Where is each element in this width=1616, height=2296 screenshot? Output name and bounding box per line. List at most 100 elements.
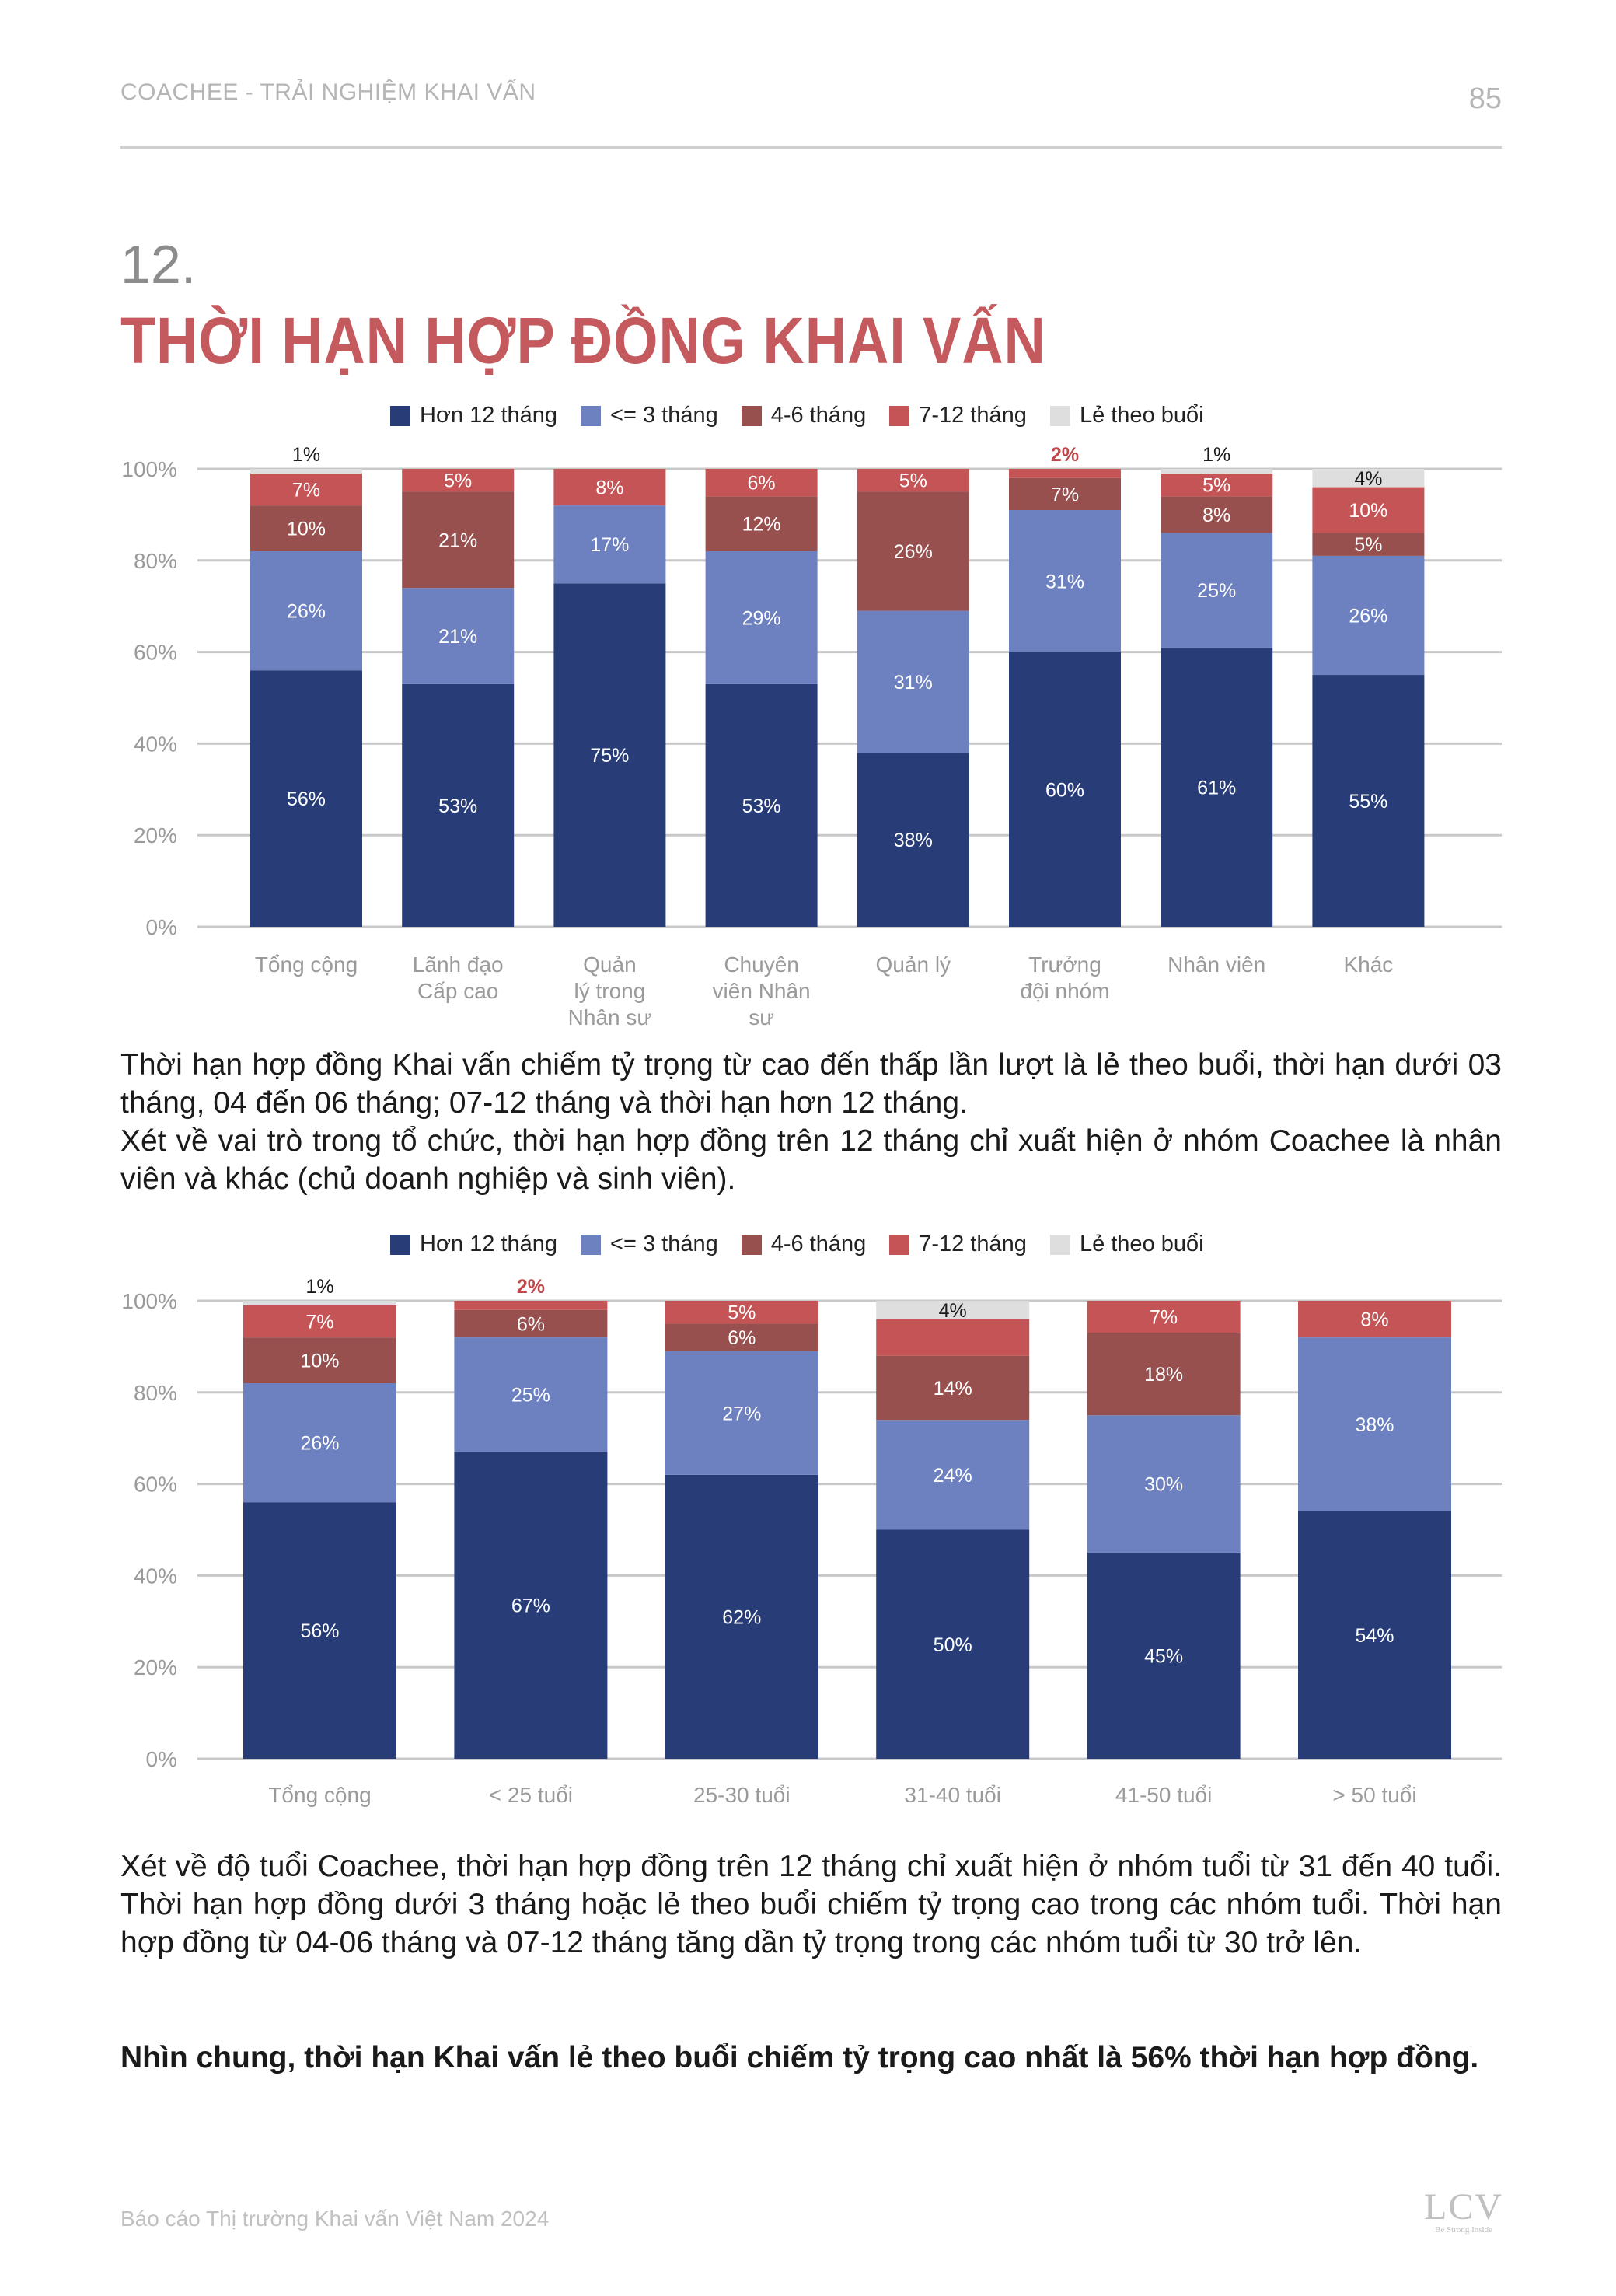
legend-swatch <box>1049 1234 1070 1255</box>
bar-segment-7-12-th-ng <box>250 473 362 506</box>
data-label: 50% <box>934 1634 972 1656</box>
data-label: 18% <box>1144 1364 1183 1386</box>
x-tick-label: đội nhóm <box>1020 979 1109 1003</box>
data-label: 27% <box>722 1403 761 1424</box>
page-number: 85 <box>1468 82 1502 115</box>
bar-segment-4-6-th-ng <box>1087 1333 1241 1416</box>
bar-segment-4-6-th-ng <box>402 491 515 589</box>
lcv-logo: LCV Be Strong Inside <box>1421 2189 1506 2235</box>
chart2-description: Xét về độ tuổi Coachee, thời hạn hợp đồn… <box>120 1847 1502 1962</box>
chart1-description-p1: Thời hạn hợp đồng Khai vấn chiếm tỷ trọn… <box>120 1048 1502 1120</box>
legend-label: 4-6 tháng <box>770 403 867 428</box>
data-label: 17% <box>590 534 629 556</box>
logo-tagline: Be Strong Inside <box>1435 2225 1492 2235</box>
data-label: 1% <box>1202 444 1230 466</box>
bar-segment-h-n-12-th-ng <box>1161 647 1273 927</box>
bar-segment-7-12-th-ng <box>1161 473 1273 497</box>
x-tick-label: Chuyên <box>724 952 799 977</box>
y-tick-label: 100% <box>121 457 177 481</box>
x-tick-label: 41-50 tuổi <box>1115 1783 1213 1807</box>
legend-label: <= 3 tháng <box>610 1232 718 1256</box>
data-label: 7% <box>1150 1307 1178 1329</box>
x-tick-label: sự <box>749 1005 774 1026</box>
data-label: 2% <box>517 1276 545 1298</box>
legend-item-l-theo-bu-i: Lẻ theo buổi <box>1049 403 1204 428</box>
x-tick-label: viên Nhân <box>713 979 811 1003</box>
data-label: 4% <box>1354 468 1382 490</box>
y-tick-label: 80% <box>134 549 177 573</box>
data-label: 12% <box>742 514 781 536</box>
y-tick-label: 0% <box>146 915 177 939</box>
bar-segment-h-n-12-th-ng <box>857 753 969 927</box>
bar-segment-3-th-ng <box>243 1383 396 1503</box>
legend-label: 7-12 tháng <box>919 403 1027 428</box>
legend-swatch <box>889 405 910 426</box>
section-number: 12. <box>120 234 197 295</box>
x-tick-label: < 25 tuổi <box>489 1783 573 1807</box>
bar-segment-3-th-ng <box>1298 1337 1451 1511</box>
bar-segment-3-th-ng <box>553 505 666 584</box>
y-tick-label: 60% <box>134 641 177 665</box>
bar-segment-h-n-12-th-ng <box>1087 1552 1241 1759</box>
legend-item-7-12-th-ng: 7-12 tháng <box>889 403 1027 428</box>
legend-item-l-theo-bu-i: Lẻ theo buổi <box>1049 1232 1204 1257</box>
bar-segment-7-12-th-ng <box>665 1301 818 1324</box>
conclusion: Nhìn chung, thời hạn Khai vấn lẻ theo bu… <box>120 2039 1502 2077</box>
data-label: 7% <box>305 1312 333 1333</box>
legend-label: Hơn 12 tháng <box>420 403 558 428</box>
data-label: 61% <box>1197 777 1236 799</box>
y-tick-label: 100% <box>121 1289 177 1313</box>
data-label: 26% <box>287 601 326 623</box>
section-title: THỜI HẠN HỢP ĐỒNG KHAI VẤN <box>120 304 1046 377</box>
bar-segment-7-12-th-ng <box>705 469 818 497</box>
data-label: 75% <box>590 745 629 767</box>
bar-segment-h-n-12-th-ng <box>1298 1511 1451 1759</box>
y-tick-label: 40% <box>134 1564 177 1588</box>
data-label: 6% <box>728 1327 756 1349</box>
x-tick-label: Nhân sự <box>568 1005 651 1026</box>
data-label: 6% <box>748 473 776 494</box>
bar-segment-7-12-th-ng <box>1298 1301 1451 1338</box>
bar-segment-4-6-th-ng <box>1009 477 1121 511</box>
legend-label: Lẻ theo buổi <box>1079 1232 1204 1256</box>
bar-segment-3-th-ng <box>705 551 818 684</box>
legend-item-3-th-ng: <= 3 tháng <box>581 1232 718 1257</box>
legend-label: <= 3 tháng <box>610 403 718 428</box>
bar-segment-3-th-ng <box>1161 533 1273 648</box>
chart1-legend: Hơn 12 tháng <= 3 tháng 4-6 tháng 7-12 thán… <box>390 403 1204 428</box>
data-label: 8% <box>1360 1309 1388 1331</box>
data-label: 60% <box>1045 779 1084 801</box>
bar-segment-7-12-th-ng <box>876 1319 1030 1356</box>
legend-item-4-6-th-ng: 4-6 tháng <box>741 403 867 428</box>
bar-segment-4-6-th-ng <box>1161 496 1273 533</box>
bar-segment-3-th-ng <box>250 551 362 671</box>
bar-segment-l-theo-bu-i <box>1161 469 1273 474</box>
data-label: 55% <box>1349 791 1387 813</box>
header-divider <box>120 146 1502 149</box>
bar-segment-h-n-12-th-ng <box>1312 675 1425 927</box>
data-label: 14% <box>934 1378 972 1400</box>
data-label: 53% <box>742 795 781 817</box>
data-label: 38% <box>1355 1414 1394 1436</box>
bar-segment-h-n-12-th-ng <box>553 583 666 927</box>
data-label: 5% <box>728 1302 756 1324</box>
x-tick-label: Tổng cộng <box>268 1783 371 1807</box>
data-label: 54% <box>1355 1625 1394 1647</box>
legend-swatch <box>741 1234 762 1255</box>
x-tick-label: Tổng cộng <box>255 952 358 977</box>
bar-segment-3-th-ng <box>857 610 969 753</box>
legend-swatch <box>581 1234 602 1255</box>
data-label: 5% <box>1354 534 1382 556</box>
bar-segment-3-th-ng <box>1087 1415 1241 1553</box>
x-tick-label: Nhân viên <box>1167 952 1265 977</box>
legend-label: 4-6 tháng <box>770 1232 867 1256</box>
bar-segment-h-n-12-th-ng <box>876 1529 1030 1759</box>
bar-segment-4-6-th-ng <box>250 505 362 552</box>
x-tick-label: 31-40 tuổi <box>904 1783 1001 1807</box>
data-label: 31% <box>1045 571 1084 592</box>
legend-label: Hơn 12 tháng <box>420 1232 558 1256</box>
bar-segment-h-n-12-th-ng <box>1009 652 1121 927</box>
legend-swatch <box>581 405 602 426</box>
bar-segment-4-6-th-ng <box>876 1355 1030 1421</box>
running-head: COACHEE - TRẢI NGHIỆM KHAI VẤN <box>120 79 536 105</box>
